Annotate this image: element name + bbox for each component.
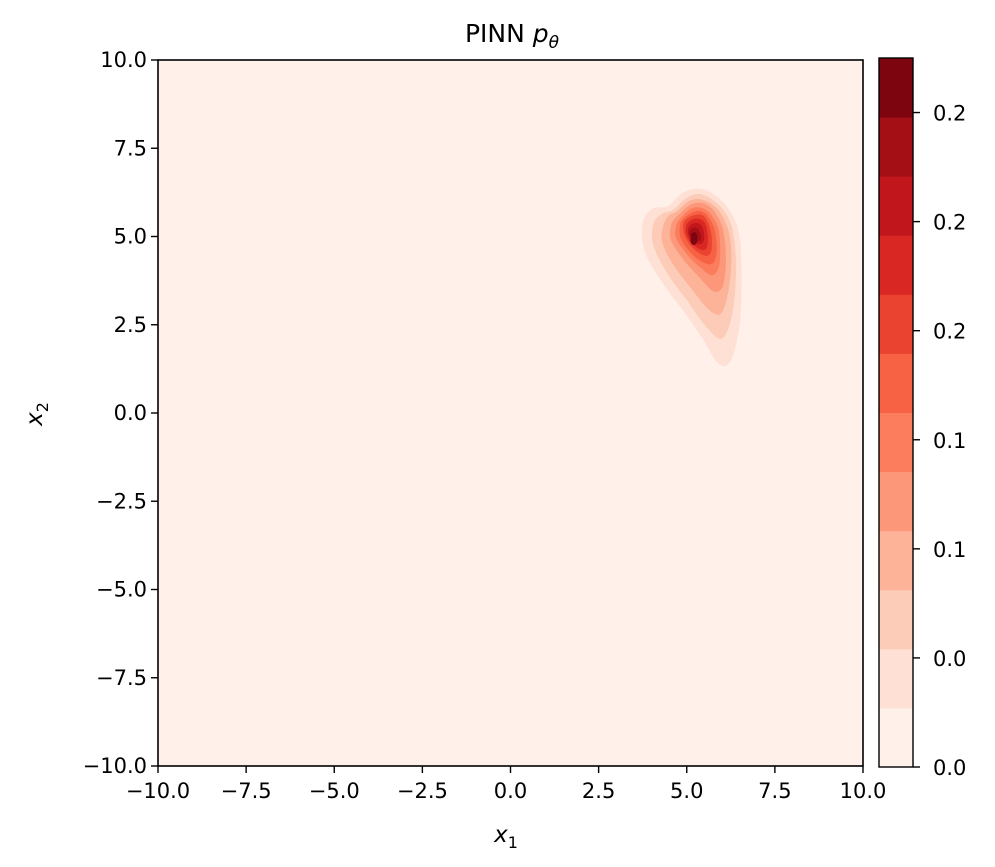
x-tick-label: 7.5 (758, 779, 791, 803)
y-tick-label: 7.5 (114, 136, 147, 160)
colorbar-segment (879, 471, 913, 532)
colorbar-tick-label: 0.0 (933, 756, 966, 780)
colorbar-segment (879, 117, 913, 177)
contour-background (158, 60, 863, 766)
x-tick-label: 0.0 (494, 779, 527, 803)
colorbar-segment (879, 58, 913, 118)
colorbar-segment (879, 589, 913, 650)
x-tick-label: 10.0 (840, 779, 887, 803)
colorbar-segment (879, 294, 913, 354)
colorbar-segment (879, 707, 913, 768)
chart-title: PINN pθ (465, 19, 560, 53)
colorbar-segment (879, 412, 913, 473)
colorbar-tick-label: 0.1 (933, 538, 966, 562)
y-axis-label: x2 (22, 402, 52, 427)
colorbar-tick-label: 0.2 (933, 320, 966, 344)
colorbar-segment (879, 648, 913, 709)
y-tick-label: −5.0 (96, 578, 147, 602)
colorbar-tick-label: 0.2 (933, 211, 966, 235)
plot-area (158, 60, 863, 766)
colorbar-segment (879, 530, 913, 591)
y-tick-label: −7.5 (96, 666, 147, 690)
colorbar-segment (879, 353, 913, 413)
x-tick-label: −10.0 (126, 779, 190, 803)
labels: PINN pθ x1 x2 (22, 19, 560, 852)
axes: −10.0 −7.5 −5.0 −2.5 0.0 2.5 5.0 7.5 10.0 −10.0 −7… (83, 48, 887, 803)
y-tick-label: 10.0 (100, 48, 147, 72)
contour-peak (690, 235, 698, 246)
y-tick-label: −10.0 (83, 754, 147, 778)
colorbar-tick-label: 0.0 (933, 647, 966, 671)
colorbar: 0.0 0.0 0.1 0.1 0.2 0.2 0.2 (878, 57, 966, 780)
colorbar-tick-label: 0.2 (933, 102, 966, 126)
y-tick-label: 5.0 (114, 225, 147, 249)
colorbar-segment (879, 235, 913, 295)
x-tick-label: 5.0 (670, 779, 703, 803)
y-tick-label: 2.5 (114, 313, 147, 337)
x-tick-label: −5.0 (309, 779, 360, 803)
colorbar-frame (878, 57, 914, 768)
x-tick-label: −7.5 (221, 779, 272, 803)
x-tick-label: 2.5 (582, 779, 615, 803)
colorbar-tick-label: 0.1 (933, 429, 966, 453)
y-tick-label: 0.0 (114, 401, 147, 425)
y-tick-label: −2.5 (96, 489, 147, 513)
x-axis-label: x1 (493, 822, 518, 852)
x-tick-label: −2.5 (397, 779, 448, 803)
colorbar-segment (879, 176, 913, 236)
